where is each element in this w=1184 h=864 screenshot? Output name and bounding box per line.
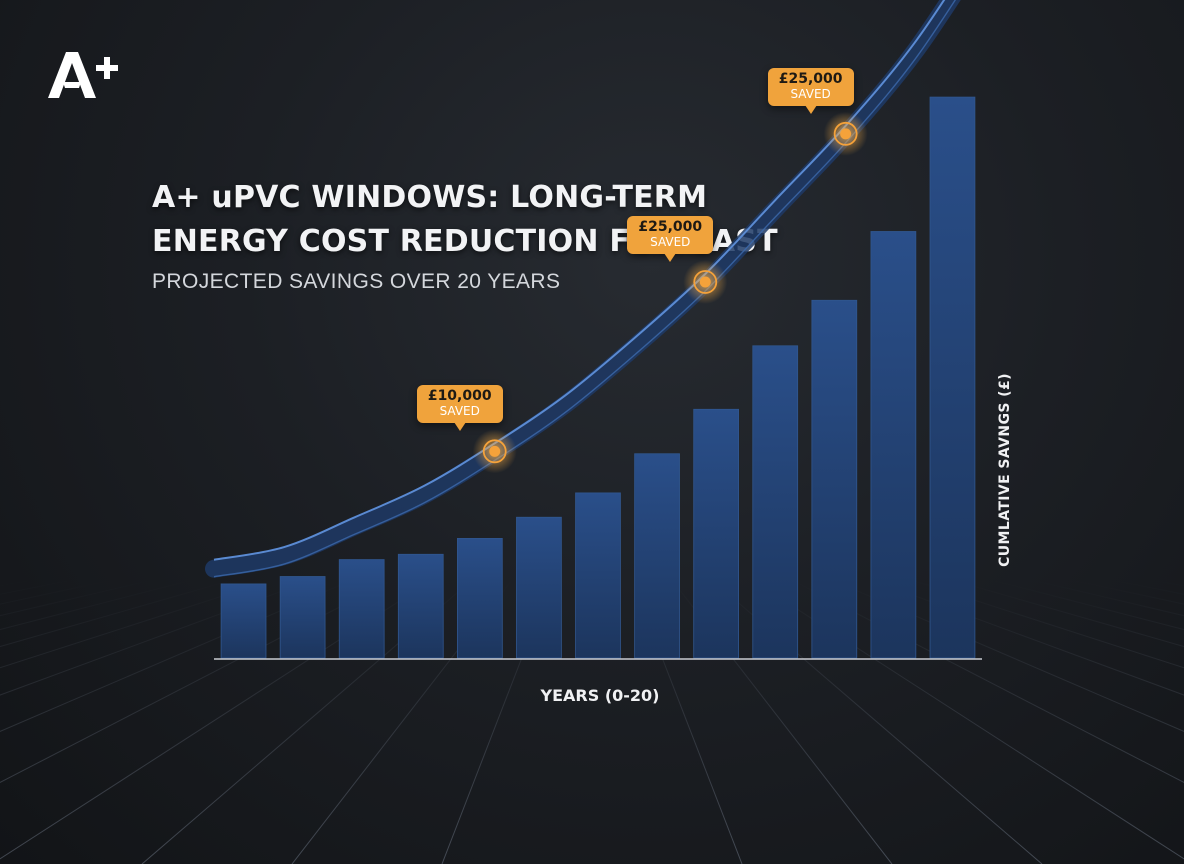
callout-value: £25,000 bbox=[778, 70, 843, 87]
marker-ring bbox=[482, 439, 507, 464]
marker-dot bbox=[489, 445, 501, 457]
savings-callout: £25,000 SAVED bbox=[627, 216, 714, 262]
savings-bar bbox=[516, 516, 562, 659]
savings-bar bbox=[279, 576, 326, 659]
a-plus-logo-icon bbox=[48, 52, 118, 98]
y-axis-label: CUMLATIVE SAVNGS (£) bbox=[997, 373, 1013, 567]
floor-grid-line bbox=[991, 579, 1184, 631]
savings-callout: £25,000 SAVED bbox=[767, 67, 854, 114]
savings-bar bbox=[752, 345, 799, 659]
floor-grid-line bbox=[911, 579, 1184, 669]
trend-line-lower bbox=[213, 0, 957, 578]
trend-line-upper bbox=[213, 0, 946, 561]
savings-bar bbox=[220, 583, 267, 659]
floor-grid-line bbox=[0, 579, 273, 669]
callout-value: £10,000 bbox=[427, 388, 492, 405]
callout-value: £25,000 bbox=[638, 219, 703, 235]
savings-callout: £10,000 SAVED bbox=[416, 385, 503, 432]
callout-caption: SAVED bbox=[439, 404, 480, 419]
marker-ring bbox=[833, 121, 858, 146]
floor-grid-line bbox=[0, 579, 193, 631]
savings-bar bbox=[397, 553, 444, 659]
savings-bar bbox=[634, 453, 680, 659]
marker-ring bbox=[693, 270, 718, 294]
floor-grid-line bbox=[0, 579, 313, 696]
callout-caption: SAVED bbox=[650, 235, 691, 249]
chart-title-line-1: A+ uPVC WINDOWS: LONG-TERM bbox=[152, 180, 708, 215]
marker-dot bbox=[840, 128, 852, 140]
marker-dot bbox=[699, 276, 711, 288]
floor-grid-line bbox=[0, 579, 233, 648]
chart-subtitle: PROJECTED SAVINGS OVER 20 YEARS bbox=[152, 270, 561, 293]
savings-bar bbox=[929, 96, 976, 659]
trend-ribbon bbox=[205, 0, 961, 578]
savings-bar bbox=[693, 408, 740, 659]
callout-caption: SAVED bbox=[790, 86, 831, 101]
savings-bar bbox=[456, 538, 503, 659]
x-axis-label: YEARS (0-20) bbox=[540, 686, 660, 705]
savings-bar bbox=[338, 559, 385, 659]
savings-bar bbox=[870, 231, 917, 659]
savings-bar bbox=[575, 492, 621, 659]
floor-grid-line bbox=[951, 579, 1184, 648]
floor-grid-line bbox=[871, 579, 1184, 696]
savings-bar bbox=[811, 299, 858, 659]
